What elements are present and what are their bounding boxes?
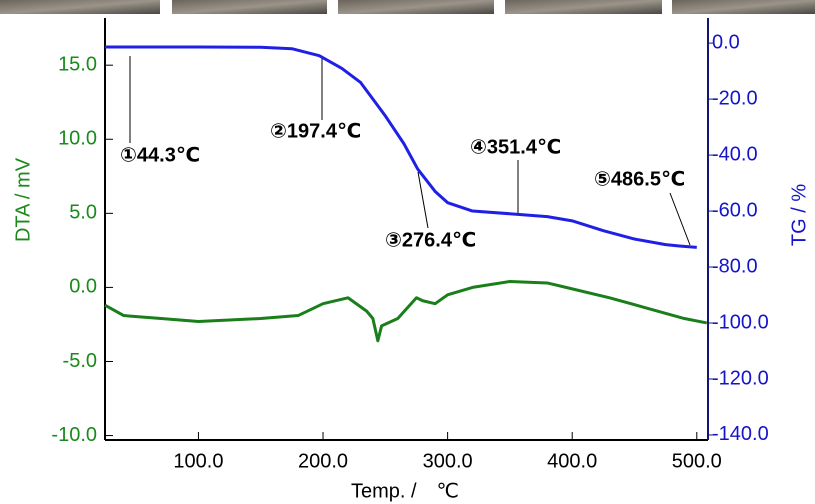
photo xyxy=(0,0,160,14)
leader-line xyxy=(417,171,429,229)
x-tick-label: 300.0 xyxy=(423,450,473,472)
y-tick-label: 0.0 xyxy=(69,276,97,298)
photo xyxy=(672,0,815,14)
y2-tick-label: -120.0 xyxy=(712,367,769,389)
x-tick-label: 500.0 xyxy=(672,450,722,472)
leader-line xyxy=(669,192,691,246)
annotation: ⑤486.5℃ xyxy=(594,168,685,190)
x-axis-label: Temp. / ℃ xyxy=(351,480,459,502)
y2-tick-label: -140.0 xyxy=(712,423,769,445)
annotation: ②197.4℃ xyxy=(270,120,361,142)
photo xyxy=(338,0,494,14)
y-tick-label: 15.0 xyxy=(58,53,97,75)
annotation: ①44.3℃ xyxy=(120,144,200,166)
y-axis-label: DTA / mV xyxy=(12,157,34,242)
y2-tick-label: -40.0 xyxy=(712,143,758,165)
photo xyxy=(505,0,662,14)
x-tick-label: 100.0 xyxy=(173,450,223,472)
x-tick-label: 400.0 xyxy=(547,450,597,472)
y-tick-label: 5.0 xyxy=(69,202,97,224)
annotation: ④351.4℃ xyxy=(470,136,561,158)
y2-tick-label: -100.0 xyxy=(712,311,769,333)
annotation: ③276.4℃ xyxy=(385,229,476,251)
y2-tick-label: -60.0 xyxy=(712,199,758,221)
x-tick-label: 200.0 xyxy=(298,450,348,472)
photo xyxy=(172,0,327,14)
y2-tick-label: 0.0 xyxy=(712,31,740,53)
y2-tick-label: -20.0 xyxy=(712,87,758,109)
data-line xyxy=(105,45,697,249)
y-tick-label: -5.0 xyxy=(63,350,97,372)
y-tick-label: 10.0 xyxy=(58,128,97,150)
y2-tick-label: -80.0 xyxy=(712,255,758,277)
data-line xyxy=(104,279,708,343)
y-tick-label: -10.0 xyxy=(51,424,97,446)
y2-axis-label: TG / % xyxy=(788,184,810,246)
